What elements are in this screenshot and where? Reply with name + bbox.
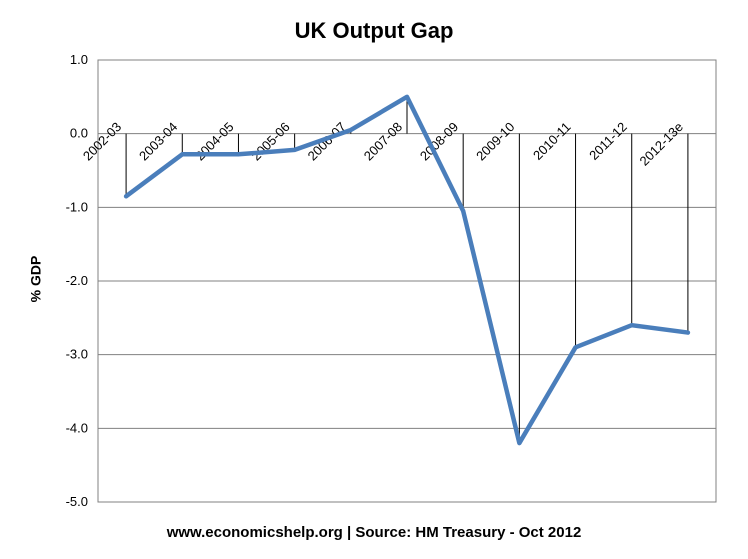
y-tick-label: -2.0 (66, 273, 88, 288)
y-tick-label: -4.0 (66, 420, 88, 435)
y-tick-label: 0.0 (70, 126, 88, 141)
y-tick-label: -3.0 (66, 347, 88, 362)
y-tick-label: -1.0 (66, 199, 88, 214)
x-tick-label: 2007-08 (361, 119, 405, 163)
x-tick-label: 2004-05 (192, 119, 236, 163)
chart-svg: -5.0-4.0-3.0-2.0-1.00.01.0 2002-032003-0… (0, 0, 748, 559)
x-tick-label: 2003-04 (136, 119, 180, 163)
x-tick-label: 2009-10 (473, 119, 517, 163)
chart-footer: www.economicshelp.org | Source: HM Treas… (0, 524, 748, 541)
x-tick-label: 2011-12 (586, 119, 630, 163)
y-tick-label: 1.0 (70, 52, 88, 67)
x-tick-label: 2005-06 (248, 119, 292, 163)
x-tick-label: 2006-07 (305, 119, 349, 163)
x-tick-label: 2010-11 (530, 119, 574, 163)
y-tick-label: -5.0 (66, 494, 88, 509)
y-tick-labels: -5.0 -4.0 -3.0 -2.0 -1.0 0.0 1.0 (66, 52, 88, 509)
chart-container: UK Output Gap % GDP -5.0-4.0-3.0-2.0-1.0… (0, 0, 748, 559)
x-tick-label: 2012-13e (637, 119, 686, 168)
